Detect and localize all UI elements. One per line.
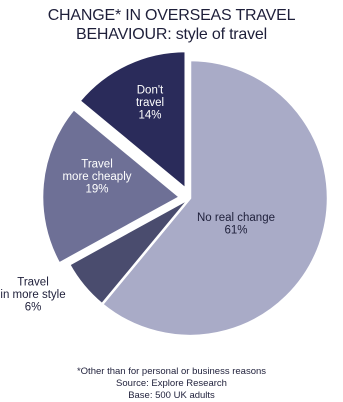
footnote-source: Source: Explore Research [116, 378, 227, 389]
footnote-source-line: Source: Explore Research Base: 500 UK adu… [0, 378, 343, 402]
pie-slice-label-1: Travel in more style 6% [0, 277, 65, 314]
pie-slice-label-3: Don't travel 14% [136, 85, 164, 122]
footnote-base: Base: 500 UK adults [128, 390, 215, 401]
pie-slice-label-line-3-1: travel [136, 97, 164, 109]
pie-slice-value-2: 19% [85, 184, 108, 196]
pie-slice-value-3: 14% [138, 110, 161, 122]
pie-slice-value-0: 61% [224, 224, 247, 236]
pie-slice-value-1: 6% [25, 302, 42, 314]
pie-slice-label-line-1-0: Travel [17, 277, 49, 289]
pie-slice-label-line-3-0: Don't [137, 85, 164, 97]
pie-slice-label-line-0-0: No real change [197, 212, 275, 224]
pie-slice-label-line-1-1: in more style [0, 289, 65, 301]
chart-footnote: *Other than for personal or business rea… [0, 366, 343, 402]
footnote-note: *Other than for personal or business rea… [0, 366, 343, 378]
pie-slice-label-line-2-0: Travel [81, 159, 113, 171]
pie-slice-label-line-2-1: more cheaply [62, 171, 131, 183]
